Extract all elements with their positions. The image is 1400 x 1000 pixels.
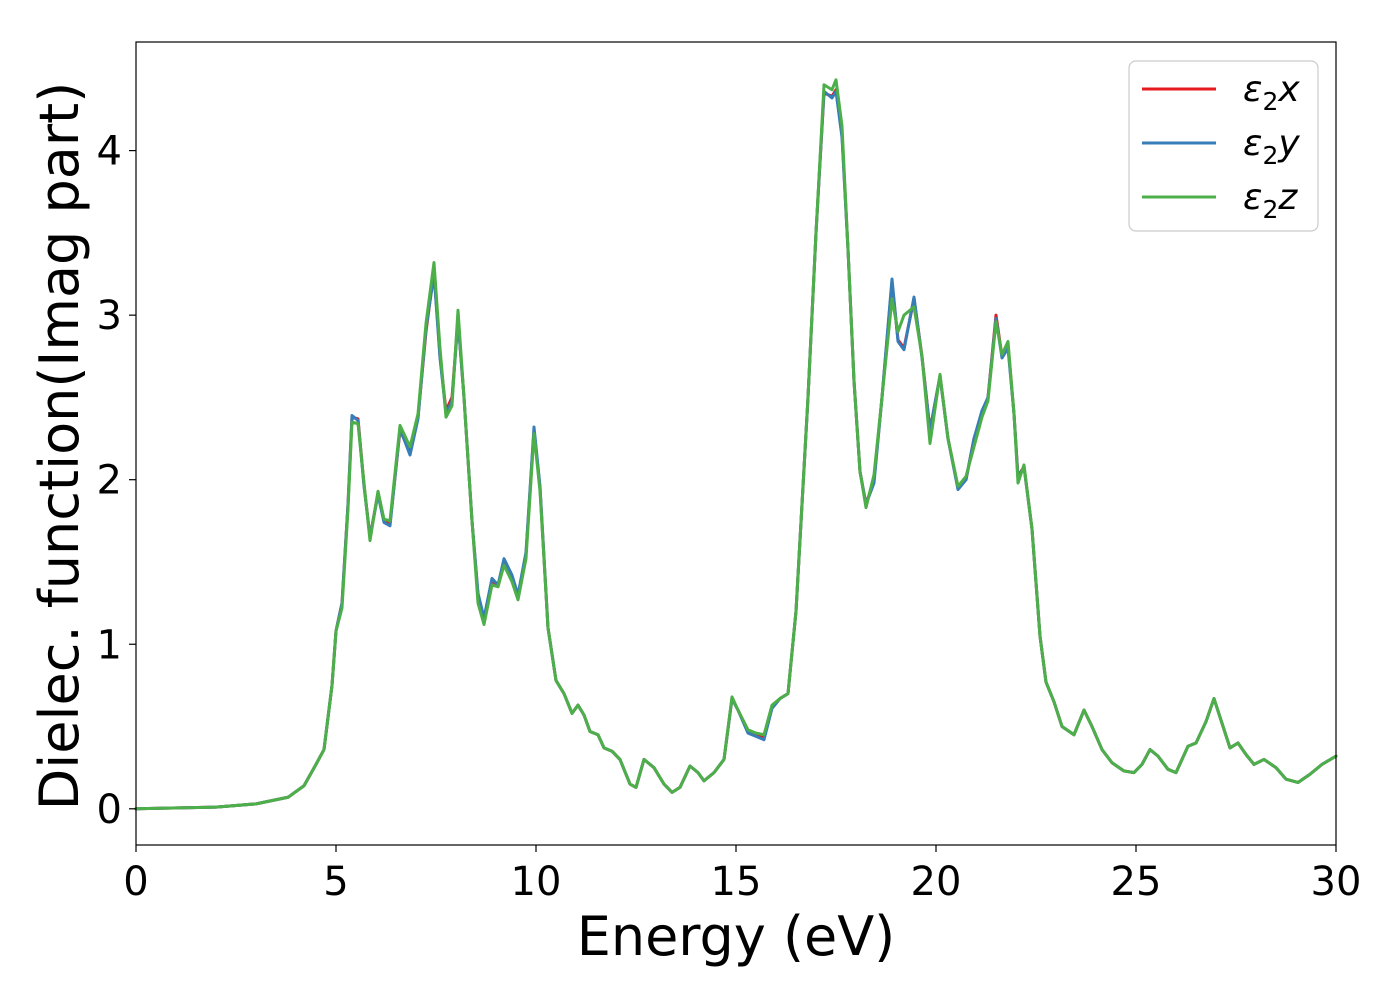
y-tick-label: 0 bbox=[97, 787, 122, 833]
series-line-z bbox=[134, 78, 1338, 811]
x-tick-label: 25 bbox=[1111, 859, 1162, 905]
legend-subscript: 2 bbox=[1262, 141, 1278, 170]
legend-symbol: ε bbox=[1243, 177, 1262, 218]
legend-symbol: ε bbox=[1243, 69, 1262, 110]
legend-variable: y bbox=[1277, 123, 1300, 164]
x-tick-label: 20 bbox=[911, 859, 962, 905]
legend-label-x: ε2x bbox=[1243, 69, 1300, 116]
legend-label-y: ε2y bbox=[1243, 123, 1300, 170]
legend-variable: x bbox=[1277, 69, 1300, 110]
x-tick-label: 5 bbox=[323, 859, 348, 905]
x-tick-label: 10 bbox=[511, 859, 562, 905]
y-tick-label: 2 bbox=[97, 458, 122, 504]
x-tick-label: 15 bbox=[711, 859, 762, 905]
legend-symbol: ε bbox=[1243, 123, 1262, 164]
legend-subscript: 2 bbox=[1262, 195, 1278, 224]
legend-variable: z bbox=[1277, 177, 1298, 218]
x-axis-label: Energy (eV) bbox=[577, 905, 896, 968]
legend-box bbox=[1128, 60, 1319, 232]
x-axis-ticks: 0 5 10 15 20 25 30 bbox=[123, 845, 1361, 905]
y-tick-label: 1 bbox=[97, 622, 122, 668]
y-tick-label: 4 bbox=[97, 129, 122, 175]
y-axis-label: Dielec. function(Imag part) bbox=[28, 82, 91, 811]
y-tick-label: 3 bbox=[97, 293, 122, 339]
y-axis-ticks: 0 1 2 3 4 bbox=[97, 129, 136, 833]
legend-label-z: ε2z bbox=[1243, 177, 1298, 224]
series-layer bbox=[134, 78, 1338, 811]
x-tick-label: 0 bbox=[123, 859, 148, 905]
legend-subscript: 2 bbox=[1262, 87, 1278, 116]
x-tick-label: 30 bbox=[1311, 859, 1362, 905]
